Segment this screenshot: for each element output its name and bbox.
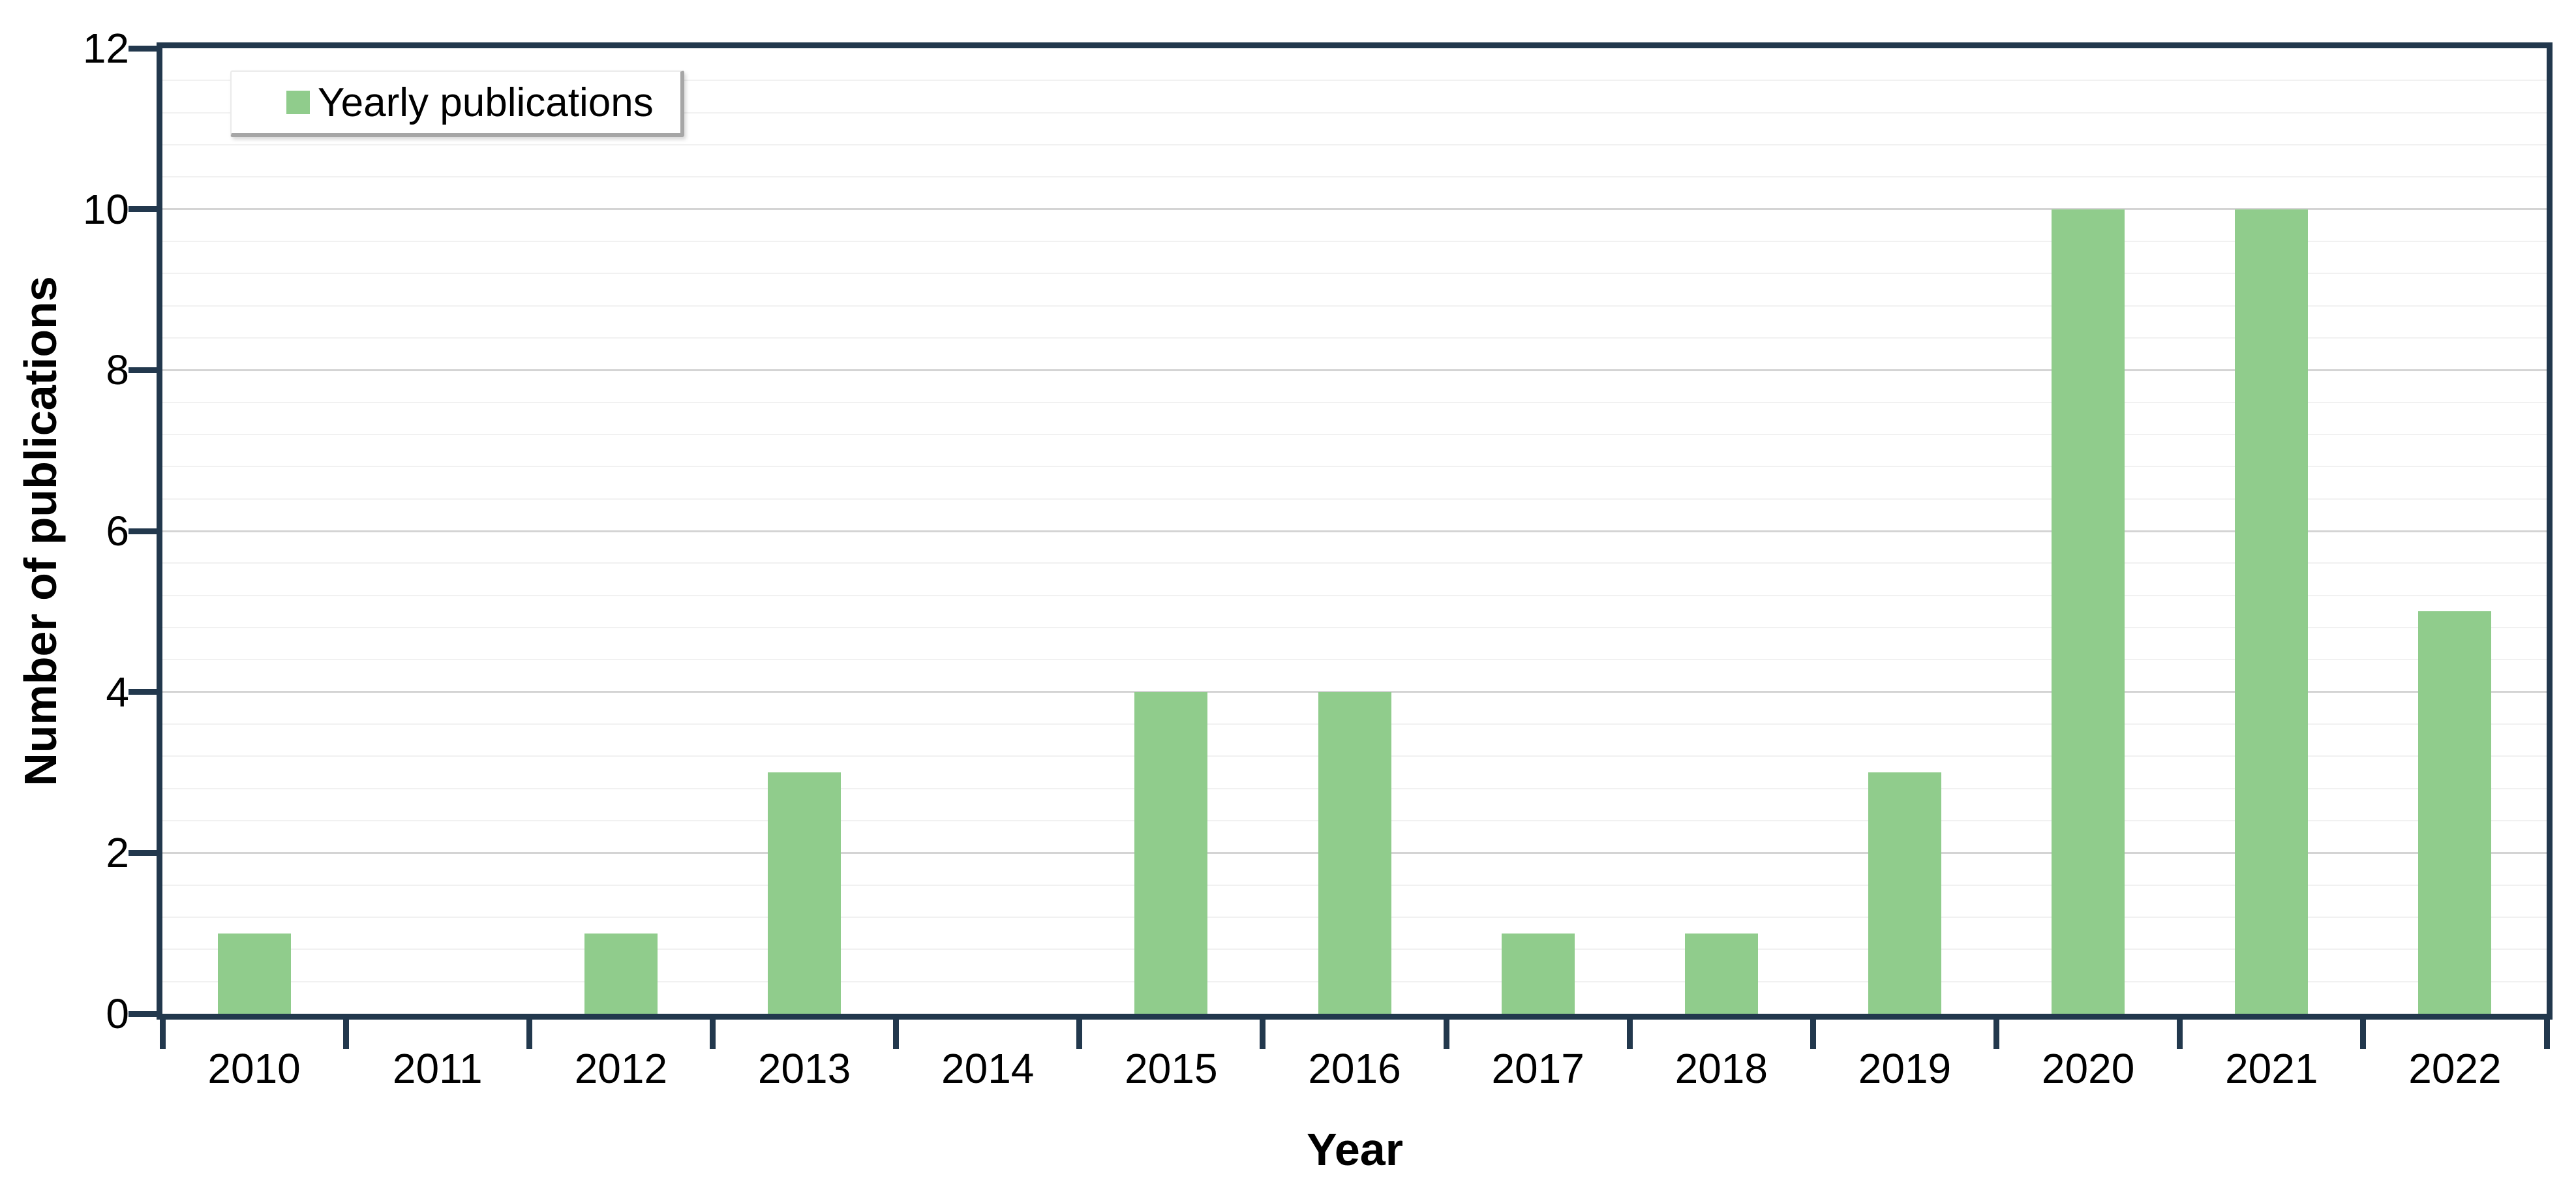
bar-2019 [1868, 772, 1941, 1014]
minor-gridline [162, 337, 2547, 339]
y-tick-label: 10 [82, 185, 129, 233]
x-axis-tick [1443, 1014, 1449, 1049]
bar-2018 [1684, 933, 1758, 1014]
major-gridline [162, 208, 2547, 211]
minor-gridline [162, 401, 2547, 403]
y-axis-tick [129, 689, 157, 695]
x-axis-tick [709, 1014, 716, 1049]
x-tick-label-2011: 2011 [392, 1045, 483, 1092]
legend-series-label: Yearly publications [318, 80, 654, 125]
legend: Yearly publications [230, 70, 684, 137]
x-axis-tick [526, 1014, 532, 1049]
minor-gridline [162, 144, 2547, 145]
minor-gridline [162, 594, 2547, 596]
bar-2020 [2052, 209, 2125, 1014]
x-tick-label-2013: 2013 [757, 1045, 851, 1092]
x-tick-label-2022: 2022 [2408, 1045, 2502, 1092]
x-axis-title: Year [1307, 1124, 1403, 1175]
x-axis-tick [2543, 1014, 2550, 1049]
bar-2010 [217, 933, 291, 1014]
bar-2015 [1134, 691, 1208, 1014]
bar-2016 [1318, 691, 1391, 1014]
minor-gridline [162, 273, 2547, 275]
x-tick-label-2016: 2016 [1308, 1045, 1401, 1092]
y-tick-label: 6 [106, 508, 129, 554]
bar-2017 [1501, 933, 1575, 1014]
x-tick-label-2020: 2020 [2041, 1045, 2135, 1092]
x-tick-label-2014: 2014 [941, 1045, 1035, 1092]
y-axis-tick [129, 849, 157, 856]
x-axis-tick [2360, 1014, 2367, 1049]
x-axis-tick [159, 1014, 166, 1049]
major-gridline [162, 530, 2547, 532]
x-tick-label-2021: 2021 [2225, 1045, 2318, 1092]
x-axis-tick [342, 1014, 349, 1049]
bar-2021 [2235, 209, 2309, 1014]
minor-gridline [162, 305, 2547, 307]
minor-gridline [162, 241, 2547, 242]
bar-2012 [584, 933, 658, 1014]
x-tick-label-2010: 2010 [207, 1045, 301, 1092]
x-axis-tick [2177, 1014, 2183, 1049]
x-axis-tick [1626, 1014, 1633, 1049]
minor-gridline [162, 434, 2547, 435]
x-axis-tick [893, 1014, 900, 1049]
legend-marker-swatch [286, 91, 310, 114]
minor-gridline [162, 176, 2547, 178]
minor-gridline [162, 627, 2547, 628]
minor-gridline [162, 498, 2547, 500]
x-tick-label-2017: 2017 [1491, 1045, 1584, 1092]
y-axis-tick [129, 206, 157, 213]
x-tick-label-2012: 2012 [574, 1045, 668, 1092]
y-tick-label: 8 [106, 346, 129, 394]
x-tick-label-2019: 2019 [1858, 1045, 1952, 1092]
bar-2013 [768, 772, 841, 1014]
minor-gridline [162, 466, 2547, 468]
x-axis-tick [1993, 1014, 2000, 1049]
y-tick-label: 4 [106, 668, 129, 716]
x-axis-tick [1260, 1014, 1266, 1049]
y-axis-tick [129, 367, 157, 373]
y-tick-label: 12 [82, 25, 129, 72]
minor-gridline [162, 659, 2547, 661]
y-axis-tick [129, 528, 157, 534]
y-tick-label: 2 [106, 829, 129, 877]
x-tick-label-2015: 2015 [1125, 1045, 1218, 1092]
y-axis-tick [129, 45, 157, 52]
minor-gridline [162, 562, 2547, 564]
y-tick-label: 0 [106, 990, 129, 1037]
plot-area [157, 42, 2553, 1020]
x-tick-label-2018: 2018 [1674, 1045, 1768, 1092]
x-axis-tick [1076, 1014, 1083, 1049]
major-gridline [162, 369, 2547, 371]
bar-2022 [2418, 611, 2492, 1014]
y-axis-tick [129, 1010, 157, 1017]
x-axis-tick [1810, 1014, 1816, 1049]
